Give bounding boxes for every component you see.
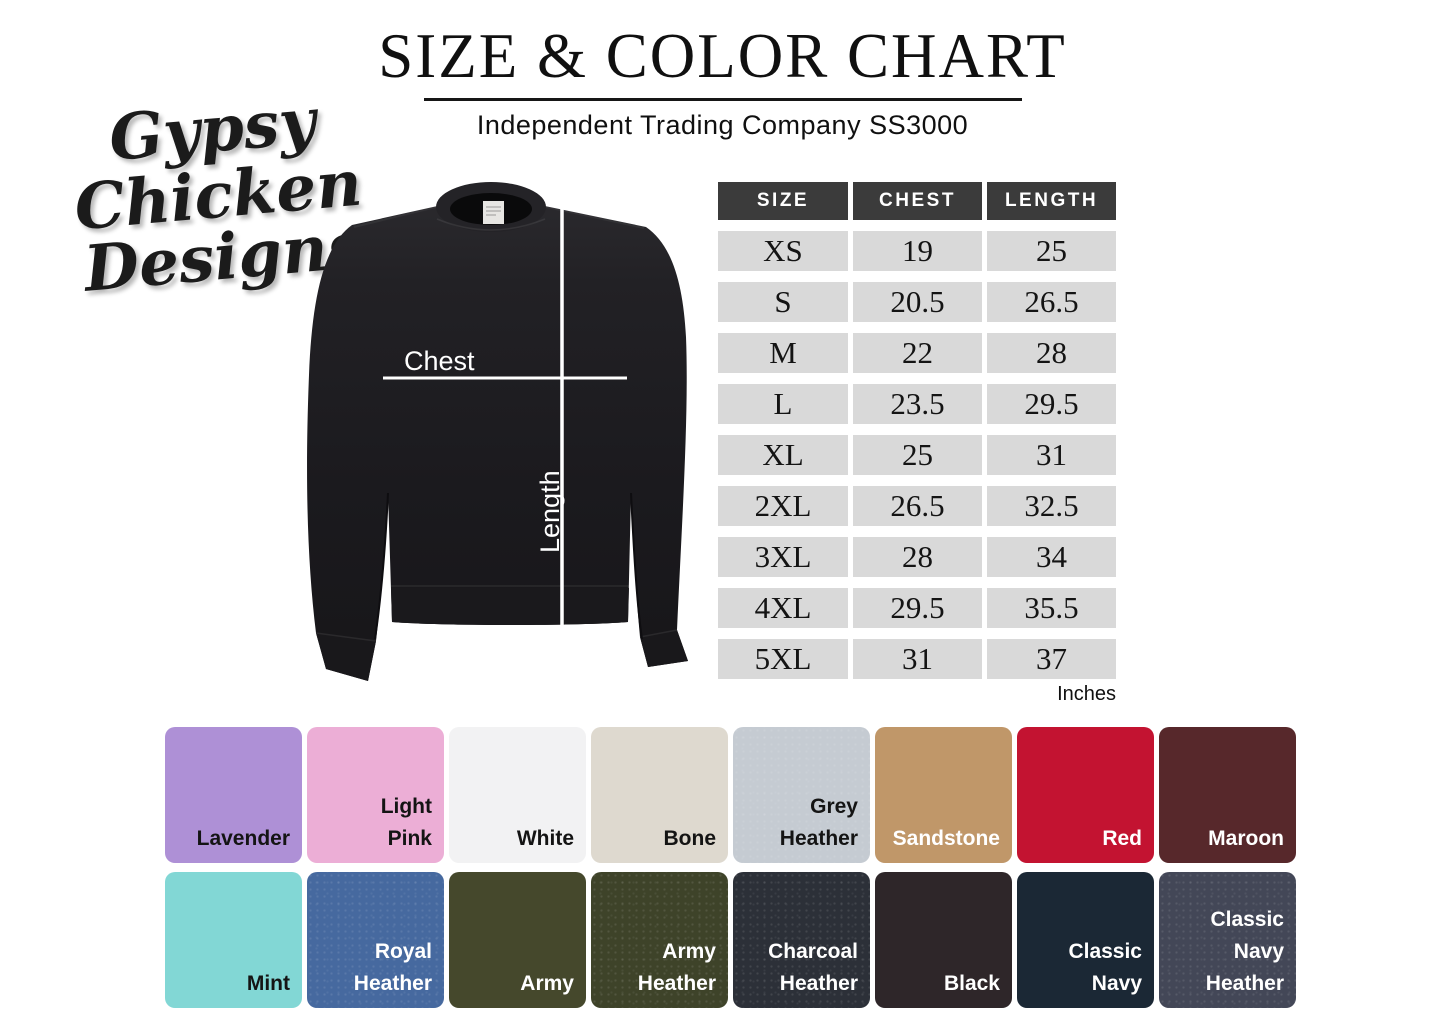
- size-cell-3xl-chest: 28: [853, 537, 982, 577]
- color-swatch-label: Mint: [246, 972, 290, 996]
- sweatshirt-image: Chest Length: [307, 182, 688, 681]
- size-cell-2xl-size: 2XL: [718, 486, 848, 526]
- color-swatch-label: Army: [520, 972, 574, 996]
- color-swatch-label: Classic Navy Heather: [1205, 908, 1284, 996]
- color-swatch-mint: Mint: [165, 872, 302, 1008]
- size-table-header-length: LENGTH: [987, 182, 1116, 220]
- color-swatch-classic-navy: Classic Navy: [1017, 872, 1154, 1008]
- length-measure-label: Length: [535, 470, 565, 553]
- size-cell-xl-size: XL: [718, 435, 848, 475]
- size-cell-2xl-length: 32.5: [987, 486, 1116, 526]
- color-swatch-label: Royal Heather: [353, 940, 432, 996]
- color-swatch-lavender: Lavender: [165, 727, 302, 863]
- color-swatch-label: Sandstone: [892, 827, 1000, 851]
- size-cell-xs-chest: 19: [853, 231, 982, 271]
- sweatshirt-hem-band: [391, 588, 629, 625]
- color-swatch-classic-navy-heather: Classic Navy Heather: [1159, 872, 1296, 1008]
- size-cell-s-size: S: [718, 282, 848, 322]
- size-cell-3xl-size: 3XL: [718, 537, 848, 577]
- color-swatch-sandstone: Sandstone: [875, 727, 1012, 863]
- size-table-header-chest: CHEST: [853, 182, 982, 220]
- sweatshirt-body: [307, 194, 688, 681]
- page-title: SIZE & COLOR CHART: [378, 21, 1067, 91]
- size-cell-l-size: L: [718, 384, 848, 424]
- size-cell-3xl-length: 34: [987, 537, 1116, 577]
- color-swatch-grey-heather: Grey Heather: [733, 727, 870, 863]
- color-swatch-black: Black: [875, 872, 1012, 1008]
- color-swatch-maroon: Maroon: [1159, 727, 1296, 863]
- color-swatch-army: Army: [449, 872, 586, 1008]
- collar-stitch: [436, 218, 546, 231]
- color-swatch-label: Charcoal Heather: [768, 940, 858, 996]
- units-note: Inches: [1057, 683, 1116, 705]
- color-swatch-army-heather: Army Heather: [591, 872, 728, 1008]
- size-cell-xs-size: XS: [718, 231, 848, 271]
- neck-tag: [483, 201, 504, 224]
- right-cuff-seam: [639, 629, 678, 638]
- sweatshirt-figure: Chest Length: [290, 175, 720, 705]
- color-swatch-label: Black: [943, 972, 1000, 996]
- size-cell-4xl-chest: 29.5: [853, 588, 982, 628]
- color-grid: Lavender Light Pink White Bone Grey Heather S…: [165, 727, 1296, 1008]
- color-swatch-red: Red: [1017, 727, 1154, 863]
- size-cell-l-chest: 23.5: [853, 384, 982, 424]
- size-cell-l-length: 29.5: [987, 384, 1116, 424]
- title-underline: [423, 98, 1022, 101]
- shoulder-seams: [353, 205, 645, 229]
- size-cell-xl-chest: 25: [853, 435, 982, 475]
- size-cell-2xl-chest: 26.5: [853, 486, 982, 526]
- size-cell-xl-length: 31: [987, 435, 1116, 475]
- color-swatch-charcoal-heather: Charcoal Heather: [733, 872, 870, 1008]
- size-cell-xs-length: 25: [987, 231, 1116, 271]
- color-swatch-white: White: [449, 727, 586, 863]
- size-table: SIZE CHEST LENGTH XS 19 25 S 20.5 26.5 M 22 28 L 2…: [718, 182, 1116, 679]
- size-cell-m-size: M: [718, 333, 848, 373]
- left-sleeve-seam: [374, 492, 389, 640]
- color-swatch-label: Classic Navy: [1068, 940, 1142, 996]
- size-cell-s-chest: 20.5: [853, 282, 982, 322]
- chest-measure-label: Chest: [404, 346, 475, 376]
- color-swatch-label: White: [516, 827, 574, 851]
- size-cell-m-chest: 22: [853, 333, 982, 373]
- color-swatch-bone: Bone: [591, 727, 728, 863]
- color-swatch-label: Maroon: [1208, 827, 1284, 851]
- size-cell-s-length: 26.5: [987, 282, 1116, 322]
- size-table-header-size: SIZE: [718, 182, 848, 220]
- size-cell-5xl-chest: 31: [853, 639, 982, 679]
- size-cell-4xl-size: 4XL: [718, 588, 848, 628]
- right-cuff: [640, 630, 688, 667]
- color-swatch-label: Bone: [663, 827, 717, 851]
- left-cuff-seam: [315, 632, 377, 642]
- color-swatch-light-pink: Light Pink: [307, 727, 444, 863]
- size-cell-m-length: 28: [987, 333, 1116, 373]
- right-sleeve-seam: [630, 492, 643, 640]
- left-cuff: [316, 633, 376, 681]
- color-swatch-label: Army Heather: [637, 940, 716, 996]
- color-swatch-label: Light Pink: [380, 795, 432, 851]
- color-swatch-royal-heather: Royal Heather: [307, 872, 444, 1008]
- size-cell-5xl-length: 37: [987, 639, 1116, 679]
- color-swatch-label: Lavender: [196, 827, 290, 851]
- color-swatch-label: Red: [1102, 827, 1142, 851]
- color-swatch-label: Grey Heather: [779, 795, 858, 851]
- size-cell-5xl-size: 5XL: [718, 639, 848, 679]
- size-cell-4xl-length: 35.5: [987, 588, 1116, 628]
- page-subtitle: Independent Trading Company SS3000: [476, 110, 969, 140]
